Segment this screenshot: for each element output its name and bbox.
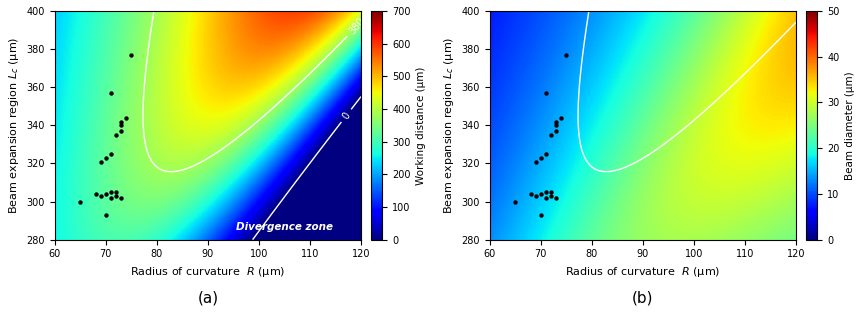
Text: (a): (a) [197, 290, 219, 305]
Point [98, 212, 112, 217]
Point [109, 132, 123, 137]
Point [539, 190, 553, 195]
Point [114, 195, 128, 200]
X-axis label: Radius of curvature  $R$ (μm): Radius of curvature $R$ (μm) [130, 265, 285, 279]
Point [104, 195, 118, 200]
Point [555, 115, 569, 120]
Point [109, 190, 123, 195]
Point [104, 152, 118, 157]
Point [560, 52, 574, 57]
Point [534, 155, 548, 160]
Point [529, 193, 543, 198]
Y-axis label: Beam diameter (μm): Beam diameter (μm) [845, 71, 855, 180]
X-axis label: Radius of curvature  $R$ (μm): Radius of curvature $R$ (μm) [565, 265, 721, 279]
Point [550, 119, 563, 124]
Point [98, 192, 112, 197]
Text: 380: 380 [347, 16, 367, 36]
Y-axis label: Beam expansion region $L_c$ (μm): Beam expansion region $L_c$ (μm) [7, 37, 21, 214]
Point [114, 129, 128, 134]
Text: Divergence zone: Divergence zone [236, 222, 333, 232]
Point [124, 52, 138, 57]
Point [534, 192, 548, 197]
Y-axis label: Beam expansion region $L_c$ (μm): Beam expansion region $L_c$ (μm) [442, 37, 456, 214]
Point [544, 190, 558, 195]
Point [114, 119, 128, 124]
Point [104, 90, 118, 95]
Point [89, 192, 103, 197]
Point [119, 115, 133, 120]
Point [508, 199, 522, 204]
Point [550, 123, 563, 128]
Point [539, 195, 553, 200]
Point [550, 195, 563, 200]
Point [539, 90, 553, 95]
Y-axis label: Working distance (μm): Working distance (μm) [416, 66, 426, 185]
Point [529, 159, 543, 164]
Point [98, 155, 112, 160]
Point [550, 129, 563, 134]
Point [94, 193, 108, 198]
Point [539, 152, 553, 157]
Point [94, 159, 108, 164]
Point [534, 212, 548, 217]
Point [544, 132, 558, 137]
Point [104, 190, 118, 195]
Point [114, 123, 128, 128]
Point [544, 193, 558, 198]
Point [73, 199, 87, 204]
Point [109, 193, 123, 198]
Text: (b): (b) [632, 290, 654, 305]
Point [524, 192, 537, 197]
Text: 0: 0 [340, 110, 353, 121]
